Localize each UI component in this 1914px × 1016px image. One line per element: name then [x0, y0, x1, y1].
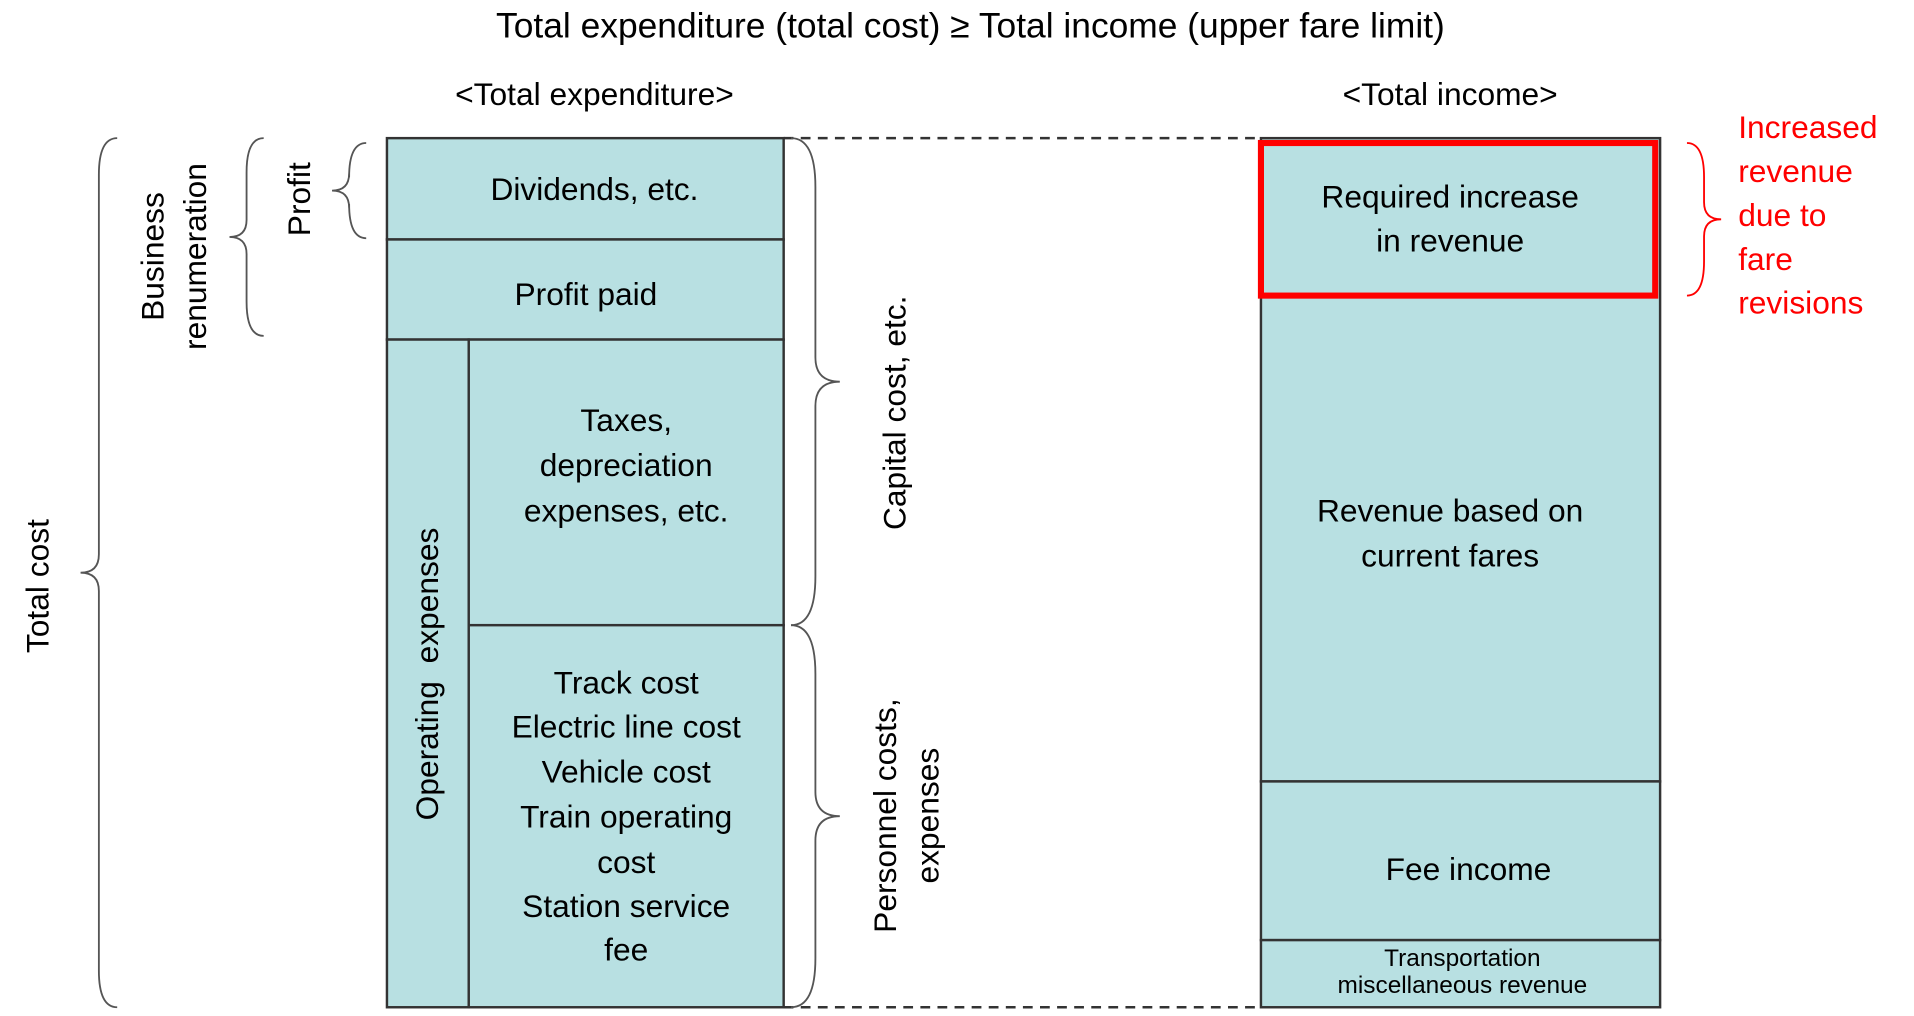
block-text: Revenue based on — [1317, 492, 1583, 528]
block-text: Electric line cost — [512, 708, 741, 744]
block-text: Dividends, etc. — [490, 171, 698, 207]
brace — [331, 142, 367, 240]
block-text: cost — [597, 844, 655, 880]
block-text: fee — [604, 932, 648, 968]
highlight-box — [1257, 139, 1659, 299]
block-text: Transportation — [1384, 945, 1540, 972]
braces — [80, 137, 1722, 1009]
block — [385, 238, 785, 341]
block — [1259, 938, 1662, 1009]
label: Capital cost, etc. — [877, 296, 913, 530]
title: Total expenditure (total cost) ≥ Total i… — [496, 7, 1445, 46]
block-text: Taxes, — [580, 402, 672, 438]
label: Profit — [281, 162, 317, 236]
block-text: Vehicle cost — [542, 753, 711, 789]
block-text: Fee income — [1386, 851, 1552, 887]
block-text: Track cost — [554, 664, 699, 700]
block-text: depreciation — [540, 447, 713, 483]
annotation-text: revenue — [1738, 153, 1853, 189]
label: expenses — [910, 748, 946, 884]
block-text: Station service — [522, 888, 730, 924]
label: Operating expenses — [409, 528, 445, 821]
annotation-text: due to — [1738, 197, 1826, 233]
brace — [790, 137, 840, 627]
income-text: Required increase in revenue Revenue based… — [1317, 179, 1587, 999]
annotation-text: Increased — [1738, 109, 1877, 145]
block-text: in revenue — [1376, 222, 1524, 258]
block-text: Required increase — [1321, 179, 1578, 215]
block-text: current fares — [1361, 537, 1539, 573]
brace — [229, 137, 264, 337]
block-text: Profit paid — [515, 276, 658, 312]
header: <Total expenditure> — [455, 76, 734, 112]
header: <Total income> — [1343, 76, 1558, 112]
block — [1259, 780, 1662, 942]
block — [385, 338, 470, 1009]
expenditure-text: Dividends, etc. Profit paid Taxes, deprecia… — [490, 171, 741, 967]
block-text: expenses, etc. — [524, 492, 729, 528]
brace — [790, 624, 840, 1009]
label: Personnel costs, — [867, 698, 903, 932]
brace — [80, 137, 118, 1009]
brace — [1686, 142, 1722, 297]
annotation-text: fare — [1738, 241, 1793, 277]
annotation: Increased revenue due to fare revisions — [1738, 109, 1877, 321]
block-text: miscellaneous revenue — [1338, 972, 1588, 999]
label: Total cost — [20, 519, 56, 653]
block — [467, 623, 785, 1009]
block — [1259, 136, 1662, 783]
label: Business — [134, 192, 170, 321]
label: renumeration — [177, 163, 213, 350]
block — [467, 338, 785, 627]
block — [385, 136, 785, 241]
block-text: Train operating — [520, 799, 732, 835]
annotation-text: revisions — [1738, 285, 1863, 321]
